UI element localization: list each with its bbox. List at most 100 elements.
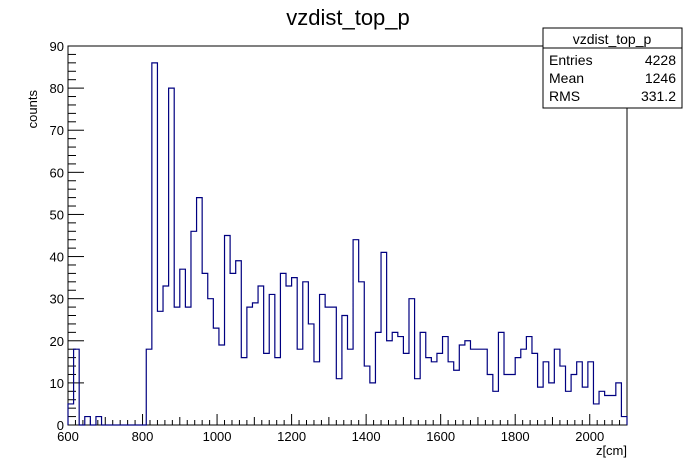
x-tick-label: 1400 xyxy=(352,429,381,444)
histogram-bin xyxy=(303,282,309,425)
plot-area-border xyxy=(67,45,628,426)
histogram-series xyxy=(67,62,628,426)
histogram-bin xyxy=(554,349,560,425)
x-tick-label: 1200 xyxy=(277,429,306,444)
histogram-bin xyxy=(297,349,303,425)
histogram-bin xyxy=(493,391,499,425)
stats-rms-label: RMS xyxy=(549,88,580,104)
histogram-bin xyxy=(286,286,292,425)
histogram-bin xyxy=(252,303,258,425)
stats-mean-label: Mean xyxy=(549,70,584,86)
x-tick-label: 2000 xyxy=(575,429,604,444)
histogram-bin xyxy=(387,341,393,425)
stats-entries-label: Entries xyxy=(549,52,593,68)
histogram-bin xyxy=(571,374,577,425)
y-tick-label: 90 xyxy=(50,39,64,54)
histogram-bin xyxy=(409,299,415,425)
histogram-bin xyxy=(549,383,555,425)
y-tick-label: 20 xyxy=(50,334,64,349)
histogram-bin xyxy=(230,273,236,425)
histogram-bin xyxy=(308,324,314,425)
y-tick-label: 10 xyxy=(50,376,64,391)
histogram-bin xyxy=(85,417,91,425)
histogram-bin xyxy=(157,311,163,425)
histogram-bin xyxy=(526,337,532,425)
histogram-bin xyxy=(152,63,158,425)
histogram-bin xyxy=(582,387,588,425)
histogram-bin xyxy=(538,387,544,425)
histogram-bin xyxy=(392,332,398,425)
histogram-bin xyxy=(426,358,432,425)
stats-entries-value: 4228 xyxy=(645,52,676,68)
x-tick-label: 600 xyxy=(57,429,79,444)
histogram-bin xyxy=(74,349,80,425)
y-tick-label: 60 xyxy=(50,165,64,180)
y-tick-label: 30 xyxy=(50,292,64,307)
x-tick-label: 1600 xyxy=(426,429,455,444)
histogram-bin xyxy=(621,417,627,425)
histogram-bin xyxy=(348,349,354,425)
histogram-bin xyxy=(482,349,488,425)
histogram-bin xyxy=(532,353,538,425)
histogram-bin xyxy=(448,362,454,425)
histogram-bin xyxy=(359,282,365,425)
histogram-bin xyxy=(364,366,370,425)
histogram-bin xyxy=(476,349,482,425)
stats-box-title: vzdist_top_p xyxy=(573,31,652,47)
stats-box: vzdist_top_p Entries 4228 Mean 1246 RMS … xyxy=(542,27,683,109)
histogram-bin xyxy=(521,349,527,425)
histogram-bin xyxy=(331,307,337,425)
histogram-bin xyxy=(443,337,449,425)
x-tick-label: 800 xyxy=(132,429,154,444)
histogram-bin xyxy=(280,273,286,425)
histogram-bin xyxy=(241,358,247,425)
histogram-bin xyxy=(543,362,549,425)
histogram-bin xyxy=(197,198,203,425)
y-axis-label: counts xyxy=(25,90,40,129)
histogram-bin xyxy=(208,299,214,425)
histogram-bin xyxy=(487,374,493,425)
histogram-bin xyxy=(454,370,460,425)
histogram-bin xyxy=(325,307,331,425)
histogram-bin xyxy=(320,294,326,425)
histogram-bin xyxy=(459,345,465,425)
histogram-bin xyxy=(185,307,191,425)
stats-mean-value: 1246 xyxy=(645,70,676,86)
histogram-bin xyxy=(415,379,421,425)
plot-frame xyxy=(67,45,628,426)
histogram-bin xyxy=(510,374,516,425)
stats-box-frame xyxy=(542,27,683,109)
histogram-bin xyxy=(213,328,219,425)
histogram-bin xyxy=(504,374,510,425)
histogram-bin xyxy=(191,231,197,425)
histogram-bin xyxy=(225,236,231,426)
histogram-bin xyxy=(202,273,208,425)
histogram-outline xyxy=(67,62,628,426)
histogram-bin xyxy=(431,362,437,425)
histogram-bin xyxy=(247,307,253,425)
histogram-bin xyxy=(566,391,572,425)
histogram-bin xyxy=(163,286,169,425)
histogram-bin xyxy=(599,391,605,425)
histogram-bin xyxy=(236,261,242,425)
histogram-bin xyxy=(470,349,476,425)
histogram-bin xyxy=(96,417,102,425)
histogram-bin xyxy=(403,353,409,425)
histogram-bin xyxy=(275,358,281,425)
y-tick-label: 70 xyxy=(50,123,64,138)
y-tick-label: 0 xyxy=(57,418,64,433)
histogram-bin xyxy=(420,332,426,425)
chart-title: vzdist_top_p xyxy=(286,5,410,30)
y-tick-label: 80 xyxy=(50,81,64,96)
histogram-bin xyxy=(560,366,566,425)
histogram-bin xyxy=(588,362,594,425)
x-tick-label: 1800 xyxy=(501,429,530,444)
histogram-bin xyxy=(68,404,74,425)
y-axis: 0 10 20 30 40 50 60 70 80 90 xyxy=(50,39,84,433)
histogram-bin xyxy=(398,337,404,425)
histogram-bin xyxy=(180,269,186,425)
histogram-bin xyxy=(465,341,471,425)
y-tick-label: 50 xyxy=(50,207,64,222)
histogram-bin xyxy=(269,294,275,425)
